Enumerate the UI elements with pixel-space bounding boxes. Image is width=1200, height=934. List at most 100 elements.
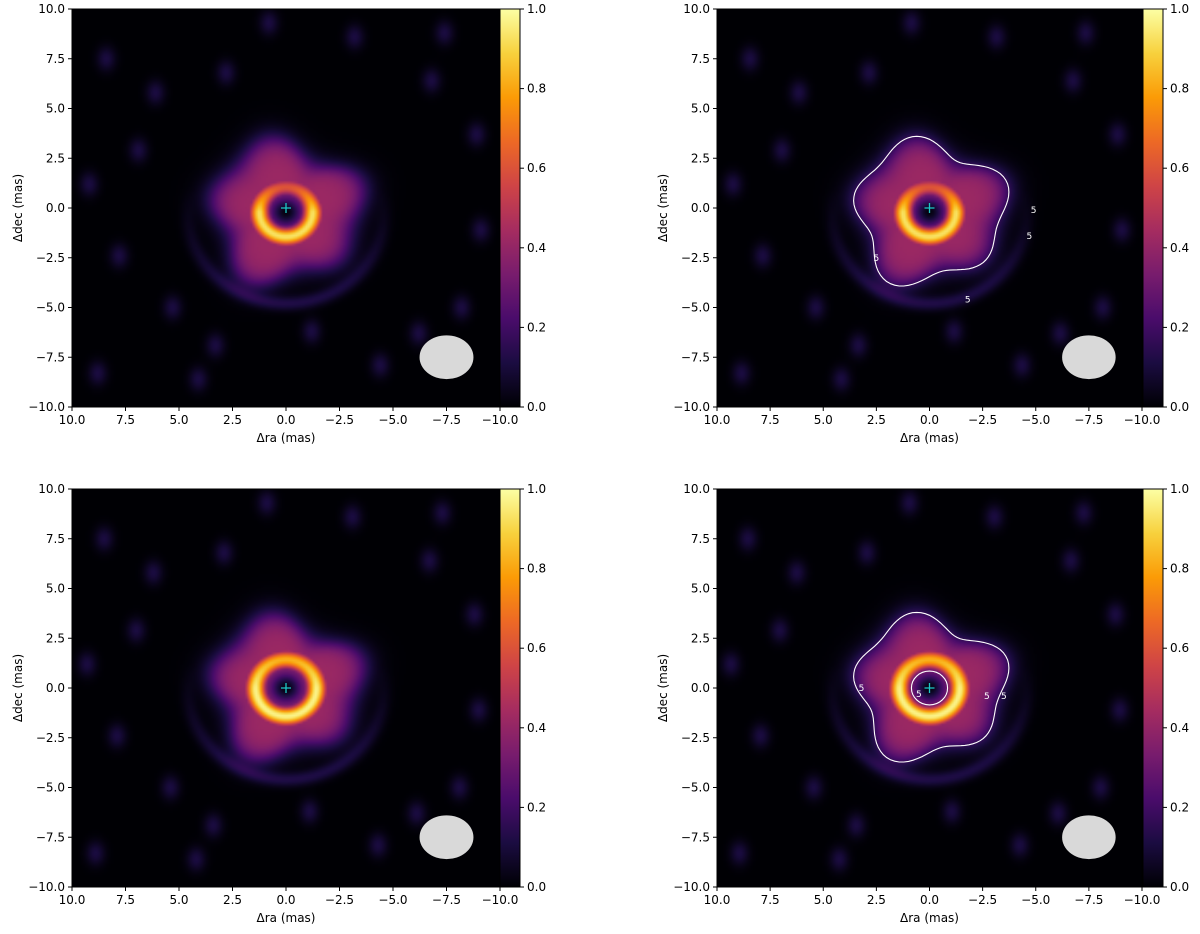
contour-label: 5 [1001,692,1007,702]
x-tick-label: −7.5 [432,893,461,907]
colorbar-tick-label: 0.8 [527,562,546,576]
contour-label: 5 [965,296,971,306]
x-axis-label: Δra (mas) [257,431,316,445]
x-tick-label: 0.0 [276,893,295,907]
contour-label: 5 [984,692,990,702]
y-tick-label: −7.5 [681,350,710,364]
colorbar-tick-label: 0.6 [1170,161,1189,175]
x-tick-label: −2.5 [325,893,354,907]
colorbar-tick-label: 0.4 [527,241,546,255]
x-tick-label: 2.5 [867,413,886,427]
y-axis-label: Δdec (mas) [11,654,25,722]
x-tick-label: 5.0 [814,893,833,907]
x-tick-label: −5.0 [1021,893,1050,907]
x-tick-label: 5.0 [169,893,188,907]
colorbar-tick-label: 0.6 [527,641,546,655]
x-tick-label: 0.0 [920,893,939,907]
y-tick-label: 2.5 [46,151,65,165]
beam-ellipse [419,335,474,380]
x-tick-label: −7.5 [432,413,461,427]
colorbar [499,488,521,888]
panel-bottom-right: 55 5 510.0 7.5 5.0 2.5 0.0 −2.5 −5.0 −7.5 −10.010.… [656,482,1189,925]
y-tick-label: 7.5 [46,532,65,546]
y-tick-label: −2.5 [681,251,710,265]
contour-label: 5 [859,684,865,694]
x-tick-label: 2.5 [867,893,886,907]
contour-label: 5 [1031,206,1037,216]
x-axis-label: Δra (mas) [900,431,959,445]
colorbar-tick-label: 0.4 [1170,241,1189,255]
colorbar-tick-label: 1.0 [527,2,546,16]
colorbar-tick-label: 1.0 [527,482,546,496]
colorbar-tick-label: 0.0 [527,880,546,894]
panel-top-left: 10.0 7.5 5.0 2.5 0.0 −2.5 −5.0 −7.5 −10.010.07.5… [11,2,546,445]
y-tick-label: −7.5 [681,830,710,844]
contour-label: 5 [874,254,880,264]
y-tick-label: 7.5 [46,52,65,66]
x-tick-label: −10.0 [1124,413,1161,427]
x-tick-label: 0.0 [920,413,939,427]
beam-ellipse [419,815,474,860]
y-tick-label: 0.0 [46,681,65,695]
colorbar-tick-label: 0.4 [527,721,546,735]
y-tick-label: 5.0 [691,102,710,116]
x-tick-label: −2.5 [325,413,354,427]
y-axis-label: Δdec (mas) [656,174,670,242]
contour-label: 5 [1027,232,1033,242]
colorbar-tick-label: 0.8 [527,82,546,96]
y-tick-label: −2.5 [36,251,65,265]
y-tick-label: 10.0 [38,2,65,16]
y-tick-label: 5.0 [46,582,65,596]
colorbar [1142,488,1164,888]
center-marker [281,683,291,693]
x-axis-label: Δra (mas) [257,911,316,925]
colorbar-tick-label: 0.8 [1170,82,1189,96]
y-tick-label: 10.0 [683,482,710,496]
contour-layer: 5 5 5 5 [853,611,1010,763]
y-tick-label: 7.5 [691,532,710,546]
y-tick-label: 2.5 [691,631,710,645]
y-tick-label: −5.0 [681,301,710,315]
panel-bottom-left: 10.0 7.5 5.0 2.5 0.0 −2.5 −5.0 −7.5 −10.010.07.5… [11,482,546,925]
x-tick-label: 5.0 [169,413,188,427]
colorbar-tick-label: 0.0 [527,400,546,414]
beam-ellipse [1062,815,1116,860]
colorbar-tick-label: 0.6 [1170,641,1189,655]
x-tick-label: −10.0 [482,413,519,427]
y-tick-label: −2.5 [36,731,65,745]
colorbar-tick-label: 0.6 [527,161,546,175]
x-tick-label: −5.0 [378,893,407,907]
x-tick-label: 0.0 [276,413,295,427]
colorbar-tick-label: 0.8 [1170,562,1189,576]
y-tick-label: −5.0 [681,781,710,795]
center-marker [924,683,935,693]
y-tick-label: 10.0 [683,2,710,16]
x-tick-label: 7.5 [116,893,135,907]
y-tick-label: 2.5 [46,631,65,645]
x-tick-label: −7.5 [1074,893,1103,907]
y-tick-label: 2.5 [691,151,710,165]
y-tick-label: 5.0 [46,102,65,116]
y-tick-label: 10.0 [38,482,65,496]
y-tick-label: 0.0 [691,201,710,215]
y-tick-label: −2.5 [681,731,710,745]
colorbar-tick-label: 0.0 [1170,400,1189,414]
x-tick-label: −5.0 [1021,413,1050,427]
y-tick-label: −10.0 [673,400,710,414]
y-tick-label: 5.0 [691,582,710,596]
x-tick-label: 10.0 [704,893,731,907]
y-tick-label: −10.0 [28,880,65,894]
y-tick-label: 0.0 [46,201,65,215]
y-tick-label: −5.0 [36,301,65,315]
x-axis-label: Δra (mas) [900,911,959,925]
y-tick-label: −5.0 [36,781,65,795]
y-tick-label: −7.5 [36,350,65,364]
y-tick-label: −10.0 [673,880,710,894]
y-tick-label: −7.5 [36,830,65,844]
x-tick-label: 2.5 [223,893,242,907]
contour-layer: 5 5 5 5 [853,135,1037,306]
colorbar-tick-label: 0.2 [527,320,546,334]
x-tick-label: 7.5 [116,413,135,427]
